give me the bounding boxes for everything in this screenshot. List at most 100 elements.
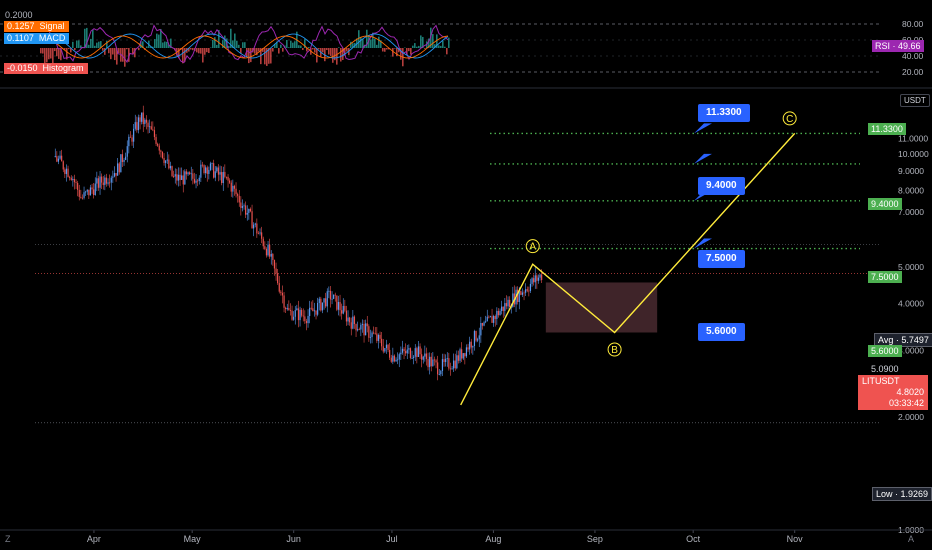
- candle-body: [163, 157, 165, 163]
- candle-body: [109, 182, 111, 184]
- candle-body: [235, 188, 237, 195]
- histogram-bar: [124, 48, 126, 67]
- auto-scale-button[interactable]: A: [908, 534, 915, 544]
- candle-body: [57, 158, 60, 162]
- candle-body: [147, 122, 149, 127]
- candle-body: [99, 176, 101, 188]
- signal-legend[interactable]: 0.1257 Signal: [4, 21, 69, 32]
- candle-body: [435, 360, 437, 363]
- histogram-bar: [266, 48, 268, 66]
- target-lines-layer: [490, 123, 860, 250]
- candle-body: [517, 289, 519, 303]
- candle-body: [480, 323, 482, 336]
- candle-body: [272, 254, 274, 261]
- histogram-bar: [410, 48, 412, 55]
- candle-body: [64, 169, 66, 174]
- candle-body: [497, 310, 500, 316]
- macd-label: MACD: [36, 33, 70, 44]
- candle-body: [421, 354, 423, 360]
- candle-body: [93, 189, 95, 196]
- candle-body: [481, 323, 484, 326]
- candle-body: [321, 302, 324, 311]
- candle-body: [325, 298, 327, 307]
- histogram-bar: [388, 48, 390, 50]
- histogram-bar: [406, 48, 408, 55]
- candle-body: [150, 126, 152, 130]
- candle-body: [256, 223, 258, 234]
- candle-body: [427, 359, 429, 368]
- callout-target-1[interactable]: 11.3300: [698, 104, 750, 122]
- histogram-legend[interactable]: -0.0150 Histogram: [4, 63, 88, 74]
- candle-body: [129, 136, 132, 138]
- candles-layer: [54, 105, 543, 381]
- candle-body: [217, 167, 220, 175]
- histogram-bar: [434, 44, 436, 48]
- candle-body: [368, 326, 370, 338]
- histogram-bar: [254, 48, 256, 54]
- candle-body: [187, 172, 189, 175]
- candle-body: [539, 274, 541, 278]
- histogram-bar: [98, 41, 100, 48]
- histogram-bar: [440, 45, 442, 48]
- candle-body: [136, 122, 138, 131]
- candle-body: [261, 232, 263, 239]
- histogram-bar: [80, 45, 82, 48]
- currency-label[interactable]: USDT: [900, 94, 930, 107]
- histogram-bar: [396, 48, 398, 57]
- candle-body: [534, 275, 536, 283]
- candle-body: [488, 316, 490, 318]
- histogram-bar: [290, 40, 292, 48]
- candle-body: [128, 136, 130, 147]
- histogram-bar: [156, 33, 158, 48]
- timezone-corner[interactable]: Z: [5, 534, 11, 544]
- candle-body: [433, 359, 436, 361]
- histogram-bar: [140, 41, 142, 48]
- histogram-bar: [422, 36, 424, 48]
- histogram-bar: [100, 41, 102, 48]
- candle-body: [168, 159, 170, 169]
- histogram-bar: [94, 45, 96, 48]
- avg-tag: Avg · 5.7497: [874, 333, 932, 347]
- candle-body: [401, 348, 404, 353]
- histogram-bar: [70, 48, 72, 53]
- histogram-bar: [234, 33, 236, 48]
- candle-body: [67, 168, 69, 177]
- histogram-bar: [448, 37, 450, 48]
- candle-body: [473, 331, 476, 346]
- histogram-bar: [308, 46, 310, 48]
- rsi-value: 49.66: [898, 41, 921, 51]
- candle-body: [329, 290, 332, 300]
- callout-target-2[interactable]: 9.4000: [698, 177, 745, 195]
- candle-body: [451, 368, 453, 370]
- callout-target-4[interactable]: 5.6000: [698, 323, 745, 341]
- candle-body: [467, 347, 469, 350]
- candle-body: [347, 317, 349, 322]
- histogram-bar: [244, 42, 246, 48]
- candle-body: [259, 232, 261, 234]
- candle-body: [291, 310, 293, 320]
- candle-body: [310, 307, 312, 309]
- callout-target-3[interactable]: 7.5000: [698, 250, 745, 268]
- histogram-bar: [160, 29, 162, 48]
- candle-body: [89, 187, 92, 196]
- histogram-bar: [322, 48, 324, 53]
- candle-body: [493, 315, 495, 323]
- histogram-bar: [56, 48, 58, 57]
- histogram-bar: [42, 48, 44, 54]
- candle-body: [232, 185, 234, 192]
- candle-body: [523, 292, 525, 294]
- candle-body: [254, 223, 256, 225]
- last-price-value: 4.8020: [896, 387, 924, 397]
- histogram-bar: [66, 48, 68, 60]
- candle-body: [139, 117, 141, 122]
- histogram-bar: [190, 48, 192, 50]
- candle-body: [177, 174, 180, 181]
- signal-label: Signal: [37, 21, 69, 32]
- histogram-bar: [382, 48, 384, 52]
- histogram-bar: [204, 48, 206, 55]
- histogram-bar: [134, 48, 136, 58]
- macd-legend[interactable]: 0.1107 MACD: [4, 33, 70, 44]
- histogram-label: Histogram: [40, 63, 88, 74]
- candle-body: [73, 178, 76, 183]
